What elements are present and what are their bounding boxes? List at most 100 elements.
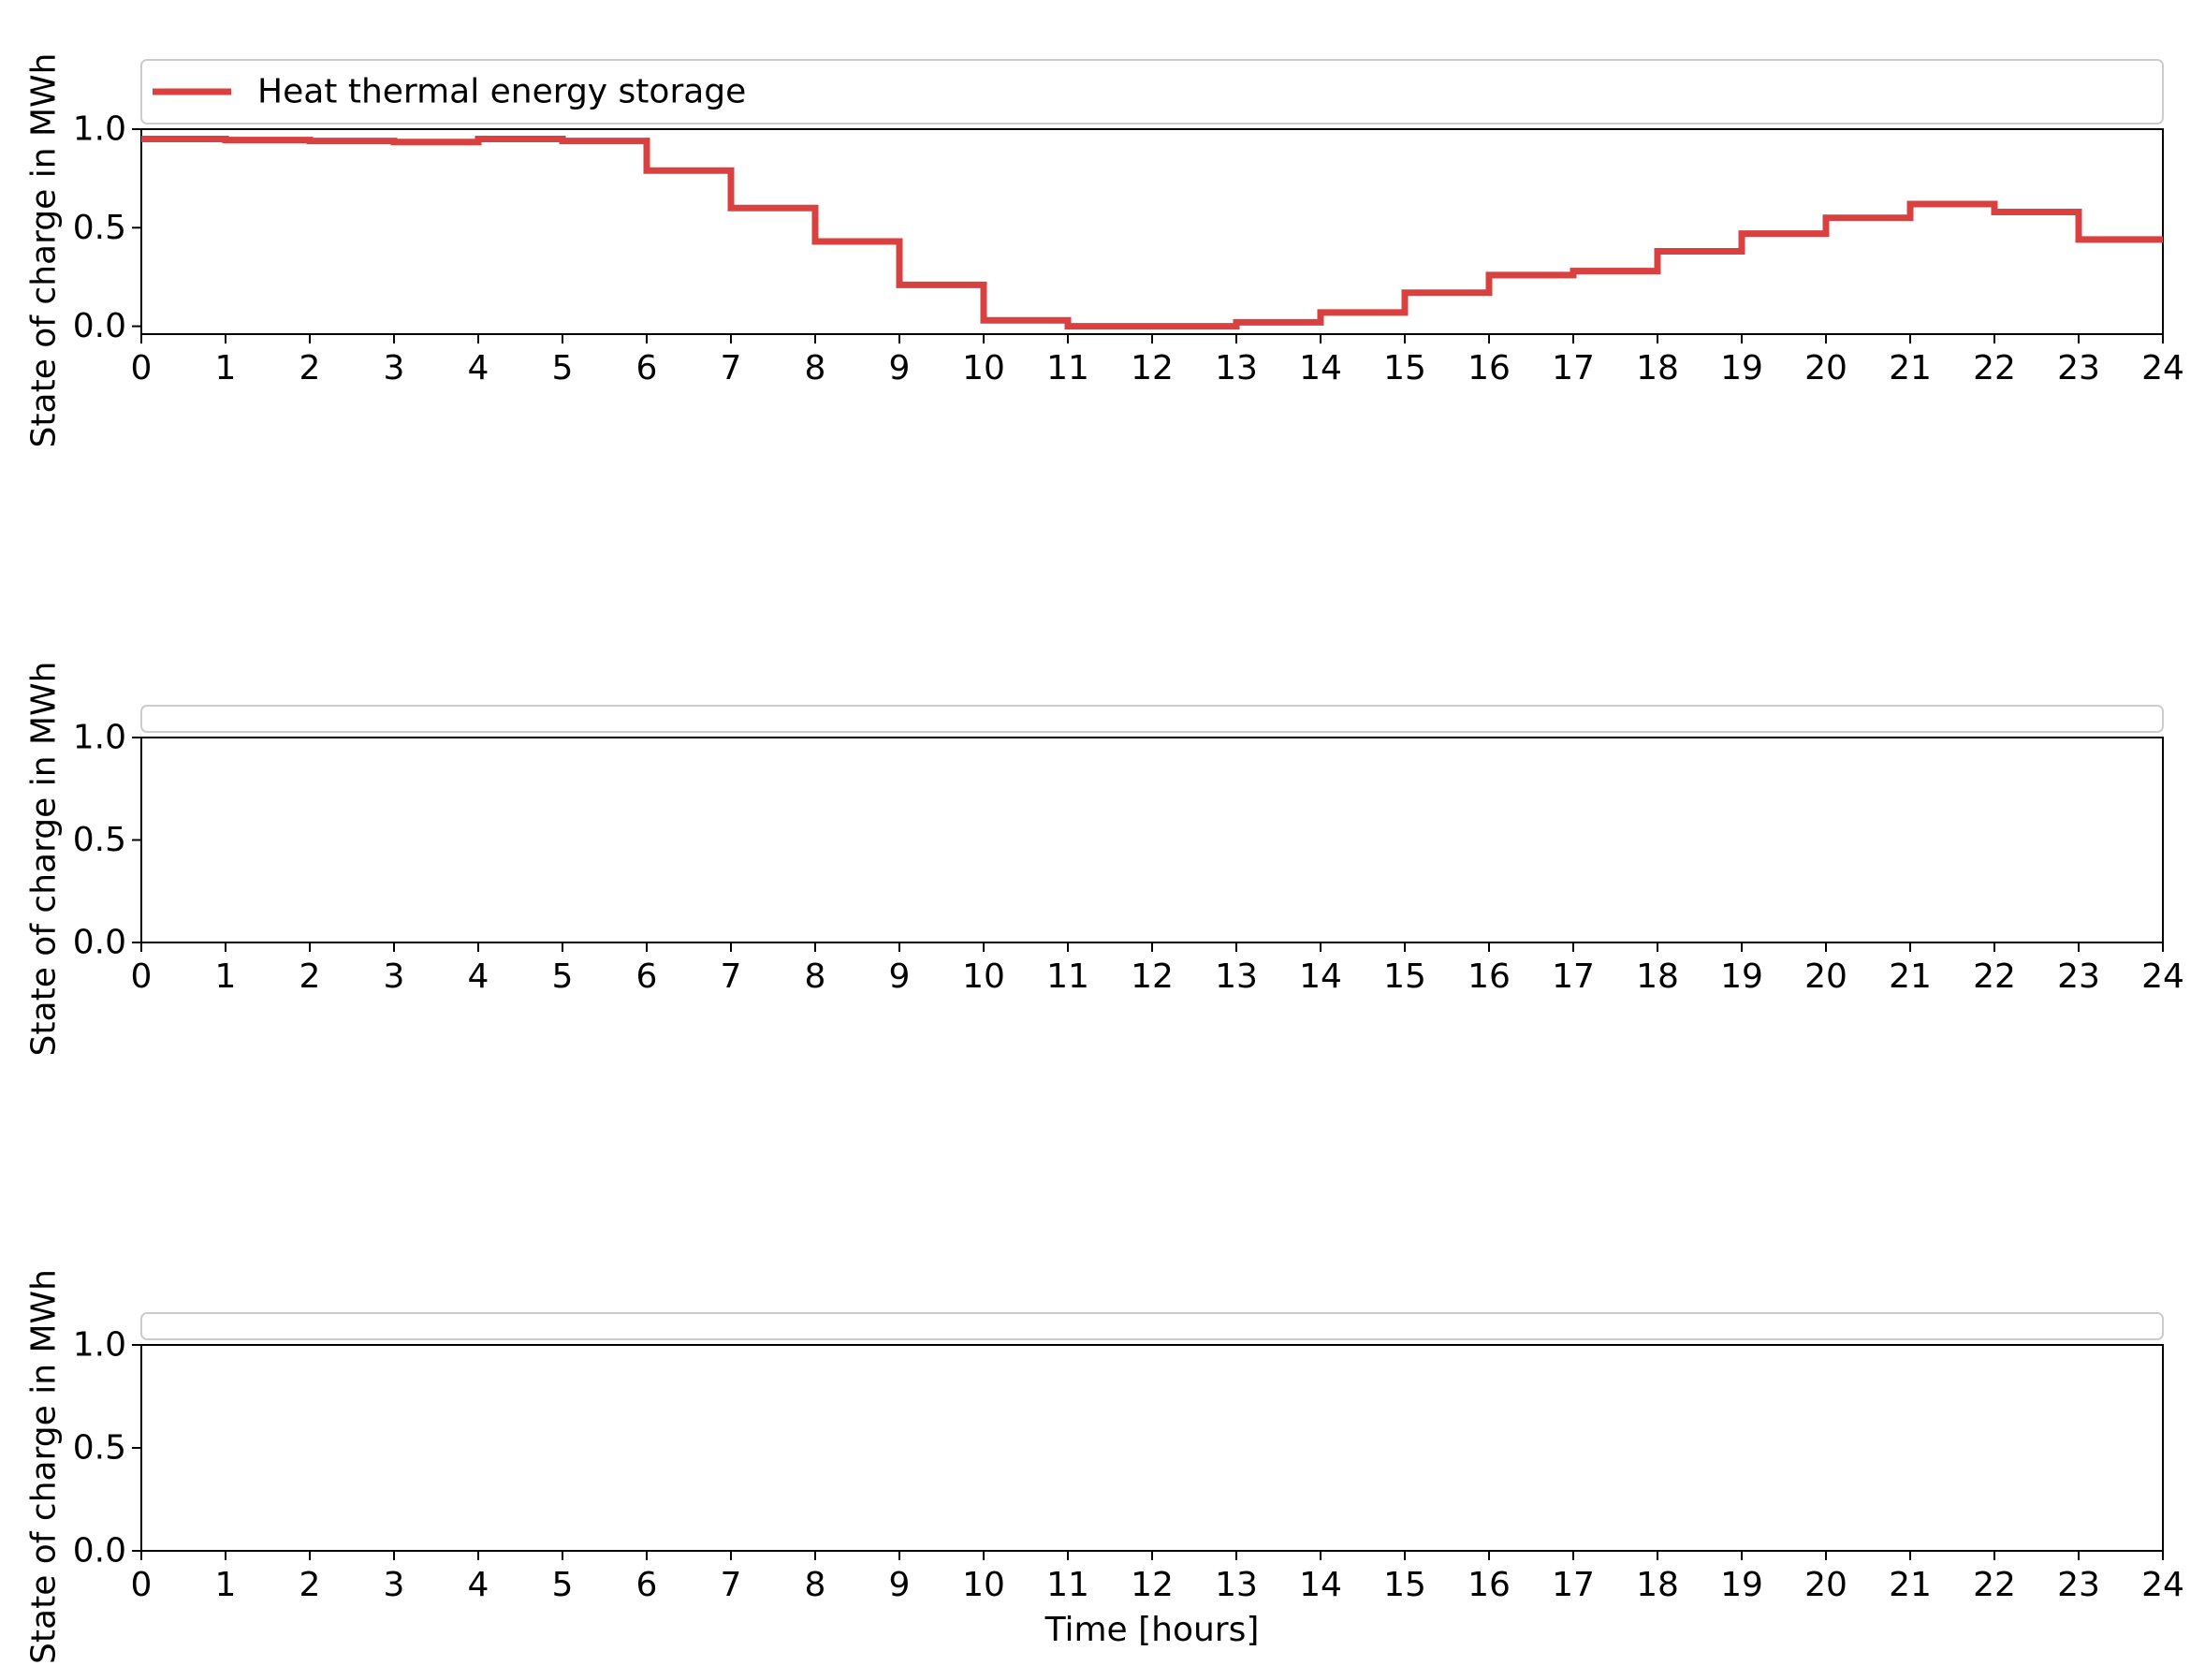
x-tick-label: 19 [1720, 349, 1763, 387]
x-tick-label: 7 [721, 1566, 742, 1604]
x-tick-label: 2 [299, 957, 321, 996]
x-tick-label: 0 [131, 1566, 153, 1604]
x-tick-label: 3 [384, 957, 405, 996]
series-line-1 [141, 136, 2163, 330]
x-tick-label: 15 [1383, 957, 1426, 996]
x-tick-label: 24 [2141, 957, 2184, 996]
y-tick-label: 1.0 [73, 719, 126, 757]
y-tick-label: 0.0 [73, 307, 126, 345]
x-tick-label: 20 [1804, 957, 1847, 996]
x-tick-label: 6 [636, 349, 658, 387]
y-tick-label: 0.5 [73, 1429, 126, 1468]
y-axis-label: State of charge in MWh [25, 662, 64, 1057]
x-tick-label: 21 [1889, 349, 1932, 387]
x-tick-label: 7 [721, 957, 742, 996]
chart-panel-2: 0 1 2 3 4 5 6 7 8 9 10 11 12 13 14 15 16 17 18 19 20 21 22 23 24… [25, 662, 2184, 1057]
x-tick-label: 19 [1720, 1566, 1763, 1604]
legend [140, 705, 2164, 733]
x-tick-label: 2 [299, 349, 321, 387]
plot-area [140, 128, 2164, 335]
x-tick-label: 20 [1804, 1566, 1847, 1604]
x-tick-label: 5 [552, 957, 574, 996]
y-axis: 0.0 0.5 1.0 [73, 719, 141, 962]
x-tick-label: 12 [1131, 1566, 1174, 1604]
x-tick-label: 22 [1973, 1566, 2016, 1604]
x-tick-label: 10 [962, 957, 1005, 996]
x-tick-label: 21 [1889, 957, 1932, 996]
x-tick-label: 15 [1383, 1566, 1426, 1604]
x-tick-label: 8 [805, 349, 826, 387]
y-tick-label: 0.0 [73, 1532, 126, 1570]
y-axis-label: State of charge in MWh [25, 1269, 64, 1664]
x-tick-label: 24 [2141, 349, 2184, 387]
x-tick-label: 20 [1804, 349, 1847, 387]
x-tick-label: 16 [1468, 957, 1511, 996]
x-tick-label: 5 [552, 1566, 574, 1604]
x-tick-label: 7 [721, 349, 742, 387]
x-tick-label: 0 [131, 957, 153, 996]
y-tick-label: 1.0 [73, 1326, 126, 1365]
x-tick-label: 10 [962, 349, 1005, 387]
x-axis: 0 1 2 3 4 5 6 7 8 9 10 11 12 13 14 15 16 17 18 19 20 21 22 23 24 [131, 334, 2184, 387]
x-axis-label: Time [hours] [1044, 1611, 1260, 1649]
x-tick-label: 9 [889, 349, 911, 387]
x-tick-label: 22 [1973, 349, 2016, 387]
x-tick-label: 1 [215, 1566, 237, 1604]
x-tick-label: 14 [1299, 349, 1342, 387]
x-tick-label: 4 [468, 957, 489, 996]
x-tick-label: 5 [552, 349, 574, 387]
x-tick-label: 3 [384, 349, 405, 387]
x-tick-label: 2 [299, 1566, 321, 1604]
legend: Heat thermal energy storage [140, 59, 2164, 124]
x-tick-label: 24 [2141, 1566, 2184, 1604]
x-tick-label: 18 [1636, 349, 1679, 387]
y-axis: 0.0 0.5 1.0 [73, 1326, 141, 1570]
x-tick-label: 9 [889, 1566, 911, 1604]
legend-frame [140, 1312, 2164, 1340]
y-axis: 0.0 0.5 1.0 [73, 110, 141, 345]
x-tick-label: 0 [131, 349, 153, 387]
x-tick-label: 23 [2057, 1566, 2100, 1604]
x-tick-label: 12 [1131, 349, 1174, 387]
x-axis: 0 1 2 3 4 5 6 7 8 9 10 11 12 13 14 15 16 17 18 19 20 21 22 23 24 [131, 1551, 2184, 1604]
x-tick-label: 9 [889, 957, 911, 996]
y-tick-label: 0.5 [73, 821, 126, 859]
x-tick-label: 23 [2057, 349, 2100, 387]
x-tick-label: 23 [2057, 957, 2100, 996]
x-tick-label: 8 [805, 957, 826, 996]
plot-area [140, 737, 2164, 943]
x-tick-label: 11 [1046, 349, 1089, 387]
plot-area [140, 1344, 2164, 1552]
legend-label: Heat thermal energy storage [257, 73, 746, 111]
legend-frame [140, 59, 2164, 124]
x-axis: 0 1 2 3 4 5 6 7 8 9 10 11 12 13 14 15 16 17 18 19 20 21 22 23 24 [131, 942, 2184, 996]
x-tick-label: 15 [1383, 349, 1426, 387]
x-tick-label: 17 [1552, 1566, 1595, 1604]
y-axis-label: State of charge in MWh [25, 53, 64, 448]
x-tick-label: 11 [1046, 1566, 1089, 1604]
x-tick-label: 6 [636, 957, 658, 996]
legend [140, 1312, 2164, 1340]
x-tick-label: 1 [215, 349, 237, 387]
x-tick-label: 13 [1215, 957, 1258, 996]
y-tick-label: 1.0 [73, 110, 126, 149]
chart-panel-3: 0 1 2 3 4 5 6 7 8 9 10 11 12 13 14 15 16 17 18 19 20 21 22 23 24… [25, 1269, 2184, 1664]
x-tick-label: 14 [1299, 1566, 1342, 1604]
x-tick-label: 12 [1131, 957, 1174, 996]
x-tick-label: 17 [1552, 349, 1595, 387]
x-tick-label: 10 [962, 1566, 1005, 1604]
y-tick-label: 0.0 [73, 924, 126, 962]
x-tick-label: 19 [1720, 957, 1763, 996]
legend-frame [140, 705, 2164, 733]
x-tick-label: 13 [1215, 349, 1258, 387]
y-tick-label: 0.5 [73, 209, 126, 247]
x-tick-label: 4 [468, 1566, 489, 1604]
x-tick-label: 21 [1889, 1566, 1932, 1604]
x-tick-label: 16 [1468, 1566, 1511, 1604]
x-tick-label: 18 [1636, 957, 1679, 996]
x-tick-label: 11 [1046, 957, 1089, 996]
x-tick-label: 6 [636, 1566, 658, 1604]
x-tick-label: 13 [1215, 1566, 1258, 1604]
